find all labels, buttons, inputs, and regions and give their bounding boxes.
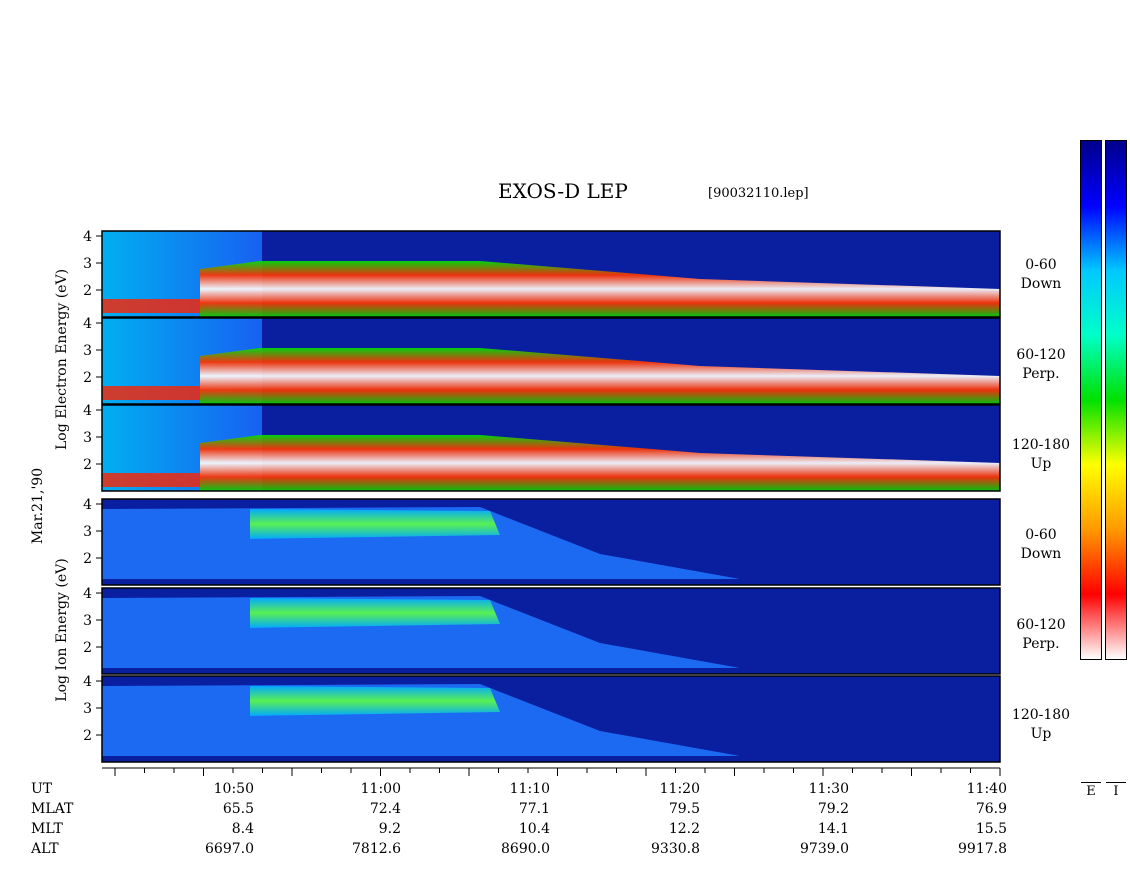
row-label-mlat: MLAT xyxy=(31,801,74,817)
pitch-range: 120-180 xyxy=(1011,707,1071,723)
side-label-e3: 120-180 Up xyxy=(1006,436,1076,474)
y-tick-label: 4 xyxy=(83,403,92,419)
x-row-alt-value: 9739.0 xyxy=(800,841,849,857)
panel-0-frame xyxy=(101,230,1001,318)
panel-2-frame xyxy=(101,404,1001,492)
y-tick-label: 3 xyxy=(83,343,92,359)
x-row-mlt-value: 10.4 xyxy=(518,821,550,837)
y-tick-label: 4 xyxy=(83,674,92,690)
panel-1-hot-band xyxy=(200,348,1000,404)
panel-3-ion-band xyxy=(250,509,500,539)
pitch-range: 60-120 xyxy=(1016,347,1066,363)
y-tick-label: 2 xyxy=(83,551,92,567)
panel-0-hot-band xyxy=(200,261,1000,317)
x-row-mlt-value: 9.2 xyxy=(378,821,401,837)
x-row-mlat-value: 77.1 xyxy=(518,801,550,817)
x-row-alt-value: 9917.8 xyxy=(958,841,1007,857)
pitch-range: 0-60 xyxy=(1025,257,1057,273)
ion-axis-label: Log Ion Energy (eV) xyxy=(54,558,70,702)
pitch-direction: Perp. xyxy=(1022,636,1060,652)
y-tick-label: 2 xyxy=(83,457,92,473)
x-row-ticks-value: 11:30 xyxy=(808,781,849,797)
y-tick-label: 3 xyxy=(83,613,92,629)
pitch-direction: Perp. xyxy=(1022,366,1060,382)
y-tick-label: 3 xyxy=(83,524,92,540)
x-row-ticks-value: 11:40 xyxy=(966,781,1007,797)
ion-colorbar-label: I xyxy=(1106,782,1126,801)
file-name: [90032110.lep] xyxy=(708,186,809,201)
pitch-range: 60-120 xyxy=(1016,617,1066,633)
pitch-direction: Up xyxy=(1030,456,1052,472)
x-row-mlat-value: 79.5 xyxy=(668,801,700,817)
chart-title: EXOS-D LEP xyxy=(498,179,628,203)
x-row-alt-value: 8690.0 xyxy=(501,841,550,857)
panel-1-low-band xyxy=(102,386,202,400)
panel-0-low-band xyxy=(102,299,202,313)
pitch-direction: Up xyxy=(1030,726,1052,742)
panel-2-hot-band xyxy=(200,435,1000,491)
panel-5-ion-band xyxy=(250,686,500,716)
x-row-mlt-value: 8.4 xyxy=(231,821,254,837)
row-label-ut: UT xyxy=(31,781,53,797)
y-tick-label: 2 xyxy=(83,283,92,299)
x-row-mlt-value: 12.2 xyxy=(668,821,700,837)
row-label-alt: ALT xyxy=(31,841,59,857)
x-row-ticks-value: 11:10 xyxy=(509,781,550,797)
panel-2-low-band xyxy=(102,473,202,487)
x-row-alt-value: 9330.8 xyxy=(651,841,700,857)
x-row-mlat-value: 65.5 xyxy=(222,801,254,817)
x-row-mlt-value: 14.1 xyxy=(817,821,849,837)
panel-4-frame xyxy=(101,587,1001,675)
electron-colorbar-label: E xyxy=(1081,782,1101,801)
x-row-mlat-value: 79.2 xyxy=(817,801,849,817)
x-row-mlat-value: 76.9 xyxy=(975,801,1007,817)
pitch-range: 0-60 xyxy=(1025,527,1057,543)
pitch-range: 120-180 xyxy=(1011,437,1071,453)
y-tick-label: 3 xyxy=(83,430,92,446)
panel-3-frame xyxy=(101,498,1001,586)
x-row-ticks-value: 10:50 xyxy=(213,781,254,797)
pitch-direction: Down xyxy=(1020,276,1062,292)
y-tick-label: 4 xyxy=(83,229,92,245)
panel-5-frame xyxy=(101,675,1001,763)
x-row-ticks-value: 11:00 xyxy=(360,781,401,797)
ion-colorbar: I xyxy=(1105,140,1127,801)
y-tick-label: 2 xyxy=(83,728,92,744)
side-label-i2: 60-120 Perp. xyxy=(1006,616,1076,654)
y-tick-label: 4 xyxy=(83,497,92,513)
panel-4-ion-band xyxy=(250,598,500,628)
row-label-mlt: MLT xyxy=(31,821,63,837)
electron-colorbar: E xyxy=(1080,140,1102,801)
y-tick-label: 4 xyxy=(83,316,92,332)
side-label-e2: 60-120 Perp. xyxy=(1006,346,1076,384)
panel-1-frame xyxy=(101,317,1001,405)
y-tick-label: 4 xyxy=(83,586,92,602)
y-tick-label: 3 xyxy=(83,256,92,272)
side-label-e1: 0-60 Down xyxy=(1006,256,1076,294)
y-tick-label: 2 xyxy=(83,370,92,386)
x-row-mlat-value: 72.4 xyxy=(369,801,401,817)
y-tick-label: 2 xyxy=(83,640,92,656)
date-label: Mar.21,'90 xyxy=(30,467,46,545)
x-row-mlt-value: 15.5 xyxy=(975,821,1007,837)
x-row-alt-value: 7812.6 xyxy=(352,841,401,857)
electron-axis-label: Log Electron Energy (eV) xyxy=(54,268,70,450)
side-label-i1: 0-60 Down xyxy=(1006,526,1076,564)
x-row-alt-value: 6697.0 xyxy=(205,841,254,857)
side-label-i3: 120-180 Up xyxy=(1006,706,1076,744)
x-row-ticks-value: 11:20 xyxy=(659,781,700,797)
pitch-direction: Down xyxy=(1020,546,1062,562)
y-tick-label: 3 xyxy=(83,701,92,717)
